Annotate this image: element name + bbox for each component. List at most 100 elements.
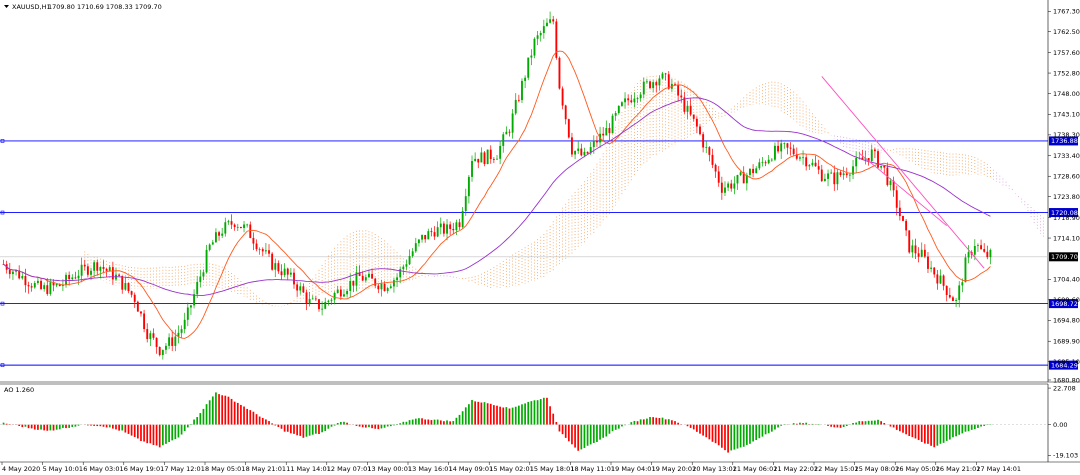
candle-body [33,283,36,288]
candle-body [905,220,908,231]
level-anchor-handle [0,139,5,143]
candle-body [833,172,836,185]
time-tick-label: 6 May 19:01 [124,465,164,473]
price-tick-label: 1738.30 [1053,131,1080,139]
candle-body [530,55,533,58]
candle-body [917,253,920,257]
candle-body [920,249,923,257]
time-tick-label: 5 May 10:01 [43,465,83,473]
candle-body [205,249,208,273]
candle-body [517,99,520,101]
candle-body [767,159,770,164]
candle-body [564,105,567,120]
candle-body [717,171,720,183]
price-tick-label: 1757.60 [1053,49,1080,57]
candle-body [614,113,617,116]
candle-body [230,221,233,225]
candle-body [939,275,942,284]
candle-body [27,285,30,287]
candle-body [502,134,505,146]
candle-body [705,147,708,148]
candle-body [364,277,367,281]
candle-body [227,221,230,223]
candle-body [218,232,220,236]
horizontal-levels[interactable]: 1736.88 1720.08 1698.72 1684.29 1709.70 [0,136,1078,370]
candle-body [536,35,539,39]
candle-body [158,346,161,355]
candle-body [377,285,380,290]
candle-body [93,262,96,271]
candle-body [152,333,155,338]
time-tick-label: 15 May 18:01 [530,465,575,473]
candle-body [368,273,370,278]
ao-axis: 22.708 0.00 -19.103 [1048,384,1078,460]
candle-body [733,183,736,189]
candle-body [724,187,726,193]
candle-body [783,143,786,145]
candle-body [202,272,205,277]
candle-body [383,283,386,291]
candle-body [845,173,848,176]
candle-body [108,267,111,271]
candle-body [786,143,789,148]
candle-body [961,282,964,286]
candle-body [24,276,27,286]
candle-body [889,180,892,185]
current-price-tag-text: 1709.70 [1051,253,1078,261]
candle-body [577,148,580,151]
candle-body [277,263,280,272]
candle-body [827,173,829,179]
chart-menu-triangle-icon[interactable] [4,5,9,8]
candle-body [499,145,502,159]
candle-body [964,257,967,283]
candle-body [140,311,142,314]
candle-body [521,80,523,101]
candle-body [583,151,586,156]
candle-body [186,307,189,320]
candle-body [405,264,408,267]
candle-body [805,157,808,167]
candle-body [361,275,364,281]
candle-body [318,299,320,310]
candle-body [80,264,83,276]
candle-body [892,180,895,191]
candle-body [330,299,333,301]
candle-body [193,294,196,306]
candle-body [602,133,605,136]
candle-body [958,285,961,300]
candle-body [736,175,739,184]
time-tick-label: 13 May 16:01 [408,465,453,473]
candle-body [877,151,879,168]
candle-body [433,232,436,237]
time-tick-label: 8 May 05:01 [205,465,245,473]
trendline-upper [821,76,985,269]
candle-body [346,290,349,295]
price-tick-label: 1714.10 [1053,234,1080,242]
time-tick-label: 22 May 15:01 [814,465,859,473]
level-price-tag-text: 1684.29 [1051,361,1078,369]
candle-body [402,266,405,270]
candle-body [549,19,552,23]
candle-body [105,268,108,271]
candle-body [314,298,317,300]
candle-body [321,308,324,310]
candle-body [30,286,33,288]
trendline-lower [858,152,948,227]
level-price-tag [1049,136,1078,146]
candle-body [658,78,661,86]
ohlc-readout: 1709.80 1710.69 1708.33 1709.70 [48,3,162,11]
candle-body [324,301,327,309]
candle-body [289,272,292,275]
candle-body [608,128,611,134]
trendlines[interactable] [821,76,985,269]
price-tick-label: 1752.80 [1053,69,1080,77]
time-tick-label: 6 May 03:01 [83,465,123,473]
candle-body [43,285,46,289]
candle-body [539,33,542,36]
candle-body [774,145,776,160]
candle-body [233,224,236,228]
candle-body [208,244,211,250]
candle-body [486,149,489,165]
